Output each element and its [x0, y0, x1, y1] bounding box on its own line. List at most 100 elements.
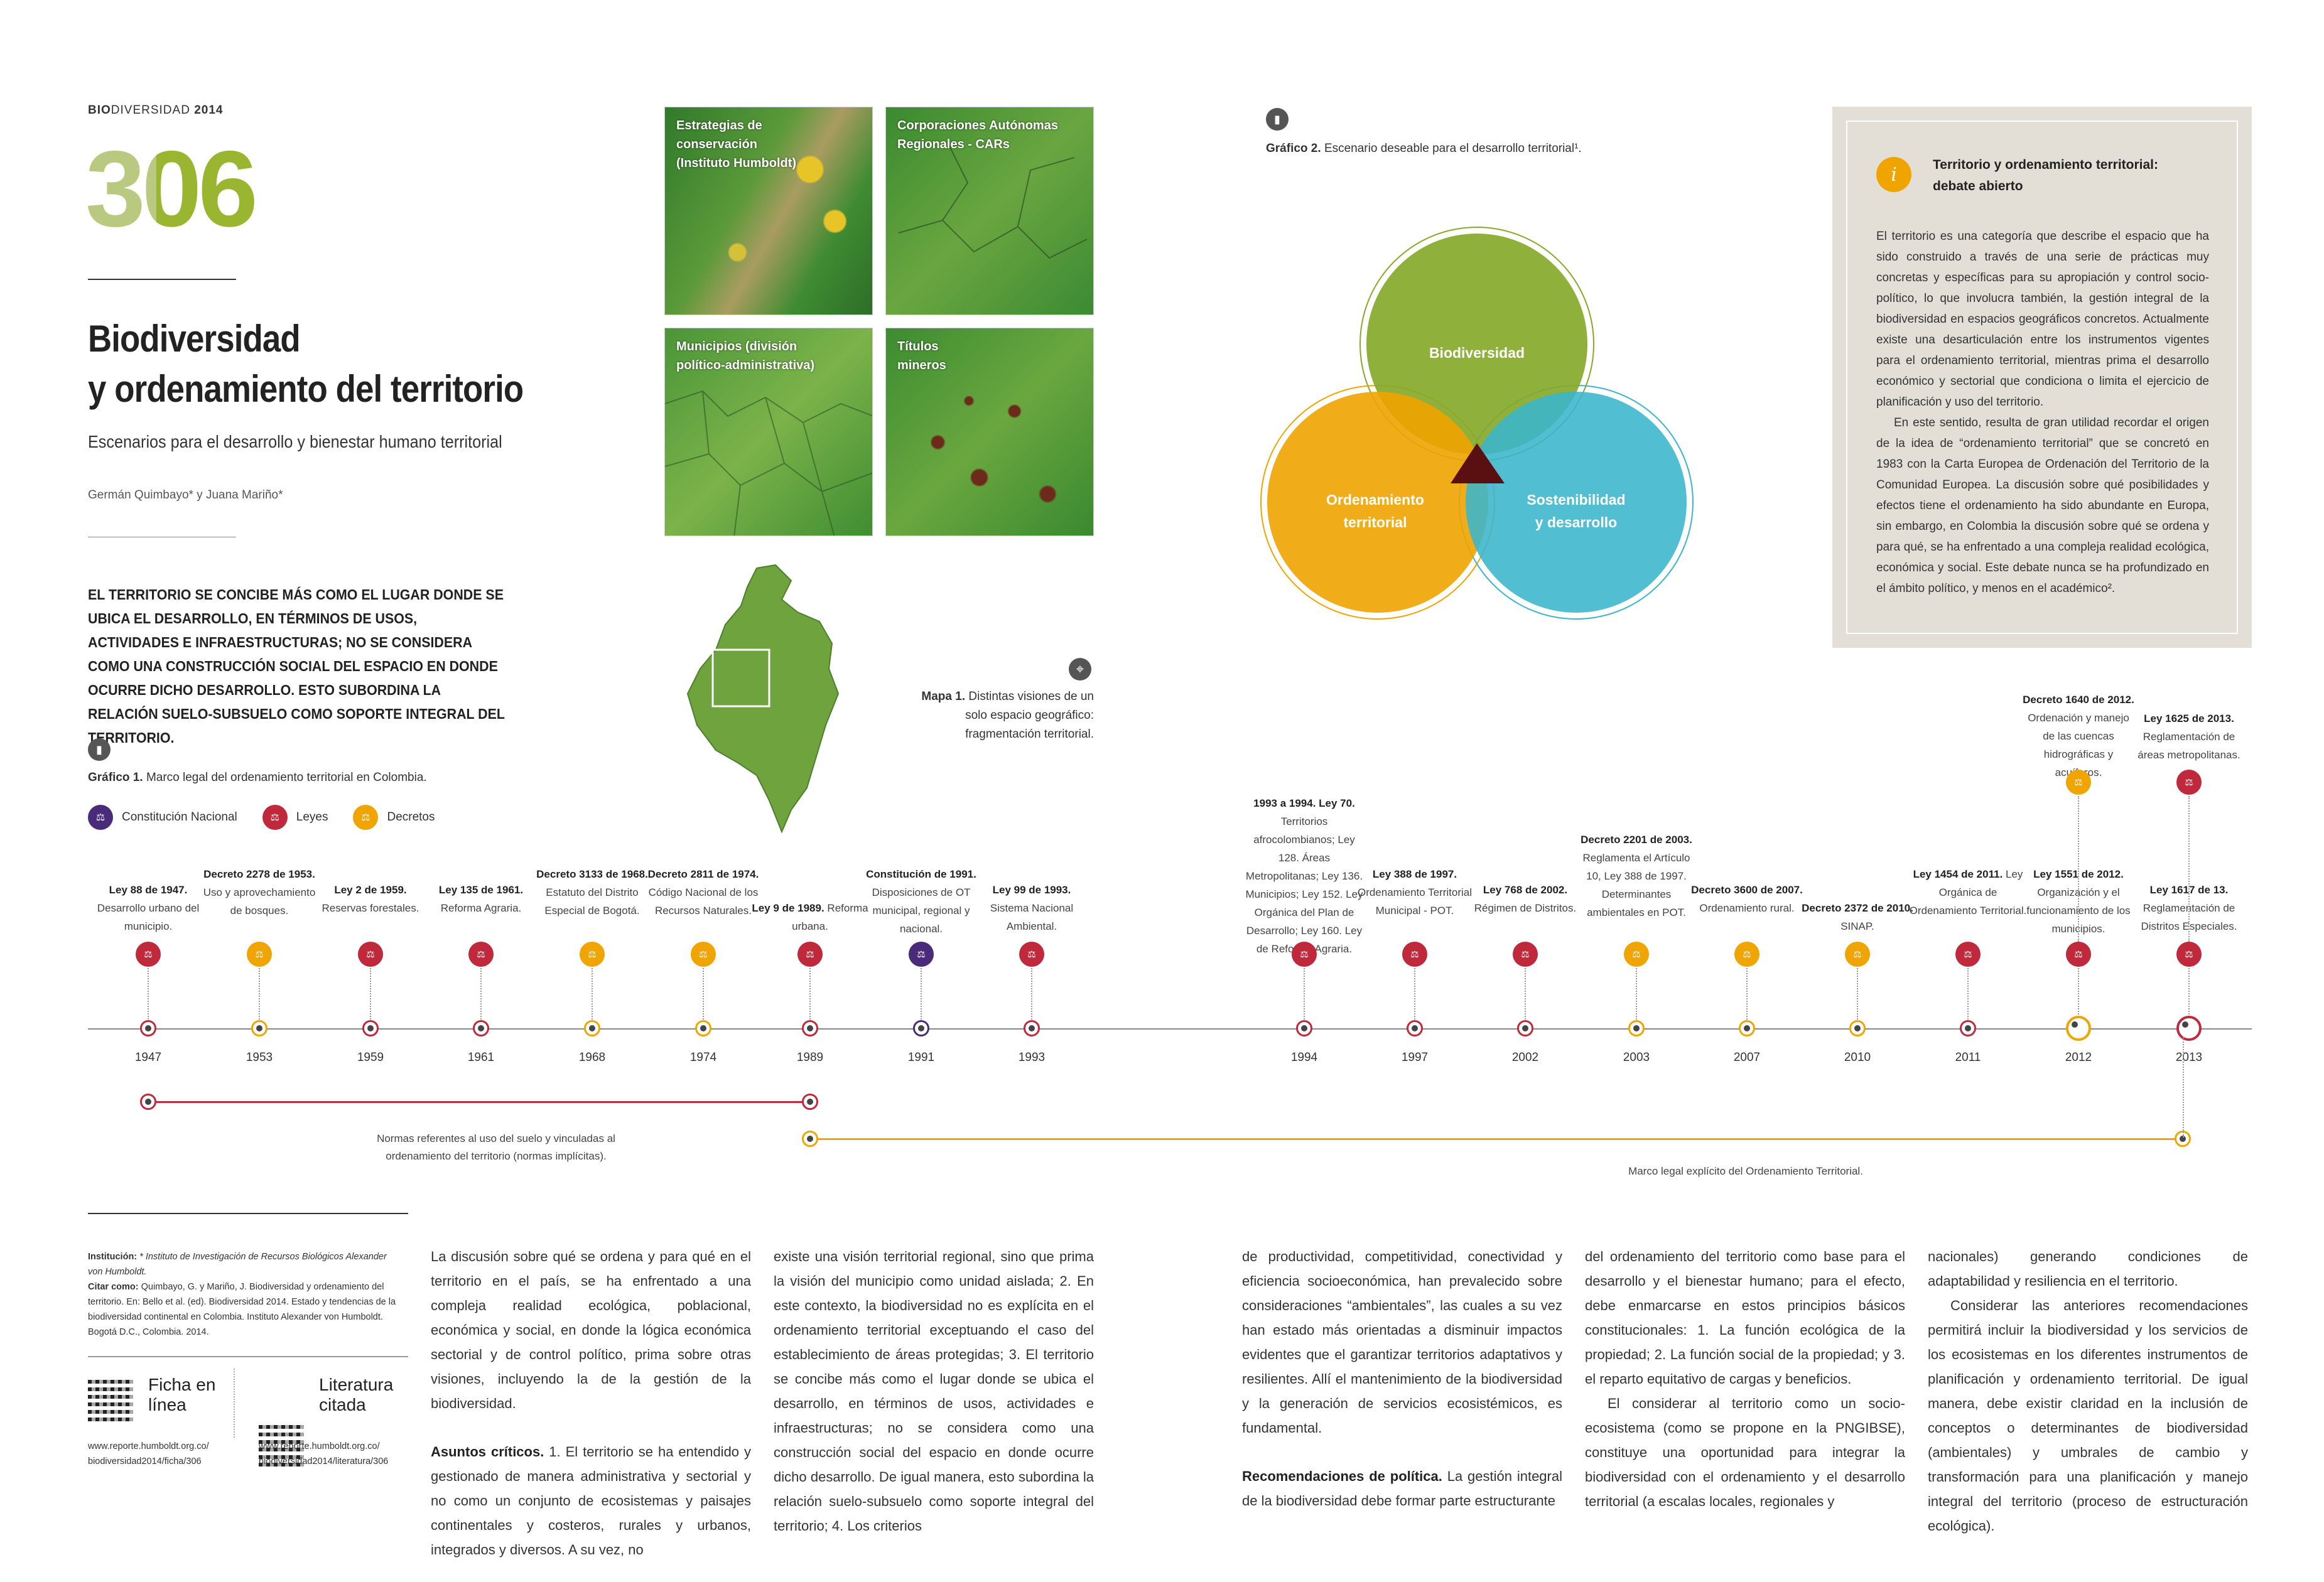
gavel-icon: ⚖	[358, 942, 383, 967]
qr-code[interactable]	[88, 1376, 133, 1421]
sidebox-body: El territorio es una categoría que descr…	[1876, 230, 2209, 595]
page-title: Biodiversidad y ordenamiento del territor…	[88, 318, 524, 410]
body-column-2: existe una visión territorial regional, …	[774, 1249, 1094, 1534]
ficha-label: Ficha en línea	[148, 1375, 216, 1414]
timeline-event-label: Ley 88 de 1947. Desarrollo urbano del mu…	[89, 881, 208, 935]
event-description: Reglamentación de áreas metropolitanas.	[2138, 731, 2240, 761]
gavel-icon: ⚖	[1955, 942, 1981, 967]
event-description: Ordenación y manejo de las cuencas hidro…	[2028, 712, 2129, 778]
event-title: Ley 388 de 1997.	[1372, 868, 1457, 880]
event-description: Ordenamiento Territorial Municipal - POT…	[1357, 886, 1473, 917]
timeline-year: 1968	[578, 1051, 606, 1064]
range-bar-explicit	[810, 1138, 2183, 1140]
timeline-node[interactable]	[584, 1020, 600, 1036]
ficha-url[interactable]: www.reporte.humboldt.org.co/ biodiversid…	[88, 1441, 209, 1466]
sidebox-frame	[1846, 121, 2238, 634]
event-title: Ley 1625 de 2013.	[2144, 713, 2234, 724]
info-icon: i	[1876, 157, 1911, 192]
connector-line	[1414, 968, 1415, 1020]
qr-code[interactable]	[259, 1421, 304, 1466]
gavel-icon: ⚖	[691, 942, 716, 967]
connector-line	[1857, 968, 1858, 1020]
event-description: SINAP.	[1840, 920, 1874, 932]
gavel-icon: ⚖	[262, 805, 288, 830]
gavel-icon: ⚖	[353, 805, 379, 830]
timeline-year: 2013	[2175, 1051, 2203, 1064]
event-description: Territorios afrocolombianos; Ley 128. Ár…	[1245, 815, 1363, 955]
page-number: 306	[85, 129, 258, 249]
event-description: Reglamenta el Artículo 10, Ley 388 de 19…	[1582, 852, 1690, 918]
timeline-node[interactable]	[1739, 1020, 1755, 1036]
event-title: Decreto 2811 de 1974.	[647, 868, 759, 880]
map-tile-conservation: Estrategias de conservación (Instituto H…	[664, 107, 873, 315]
timeline-node[interactable]	[1517, 1020, 1533, 1036]
divider	[88, 279, 236, 280]
map-tile-municipios: Municipios (división político-administra…	[664, 328, 873, 536]
timeline-node[interactable]	[1960, 1020, 1976, 1036]
timeline-event-label: Ley 768 de 2002. Régimen de Distritos.	[1466, 881, 1585, 917]
timeline-year: 1974	[689, 1051, 717, 1064]
event-title: Decreto 1640 de 2012.	[2023, 694, 2134, 706]
timeline-year: 2011	[1955, 1051, 1981, 1064]
map-focus-box	[711, 648, 770, 708]
event-description: Reservas forestales.	[322, 902, 419, 914]
body-column-5: nacionales) generando condiciones de ada…	[1928, 1249, 2248, 1534]
venn-diagram: Biodiversidad Ordenamiento territorial So…	[1260, 227, 1694, 620]
timeline-event-label: Decreto 1640 de 2012. Ordenación y manej…	[2022, 691, 2135, 782]
range-label-implicit: Normas referentes al uso del suelo y vin…	[377, 1133, 615, 1162]
timeline-node[interactable]	[251, 1020, 268, 1036]
timeline-node[interactable]	[1024, 1020, 1040, 1036]
colombia-map	[686, 564, 840, 834]
gavel-icon: ⚖	[1513, 942, 1538, 967]
connector-line	[809, 968, 811, 1020]
timeline-event-label: Decreto 2372 de 2010. SINAP.	[1798, 899, 1917, 935]
event-title: Ley 88 de 1947.	[109, 884, 188, 896]
citation: Institución: * Instituto de Investigació…	[88, 1252, 396, 1337]
timeline-node[interactable]	[1296, 1020, 1312, 1036]
event-description: Uso y aprovechamiento de bosques.	[203, 886, 316, 917]
timeline-year: 1953	[246, 1051, 273, 1064]
timeline-node[interactable]	[802, 1020, 818, 1036]
gavel-icon: ⚖	[1845, 942, 1870, 967]
event-title: Ley 99 de 1993.	[992, 884, 1071, 896]
timeline-node[interactable]	[1849, 1020, 1866, 1036]
event-title: Ley 2 de 1959.	[334, 884, 407, 896]
connector-line	[703, 968, 704, 1020]
timeline-node-outer	[2066, 1016, 2091, 1041]
bar-chart-icon: ▮	[1266, 108, 1289, 131]
timeline-node[interactable]	[140, 1020, 156, 1036]
connector-line	[480, 968, 482, 1020]
gavel-icon: ⚖	[1292, 942, 1317, 967]
timeline-node[interactable]	[913, 1020, 929, 1036]
event-description: Régimen de Distritos.	[1474, 902, 1577, 914]
event-description: Ordenamiento rural.	[1699, 902, 1795, 914]
bar-chart-icon: ▮	[88, 738, 111, 761]
timeline-event-label: Ley 388 de 1997. Ordenamiento Territoria…	[1355, 865, 1474, 920]
timeline-node[interactable]	[695, 1020, 711, 1036]
sidebox-title: Territorio y ordenamiento territorial: d…	[1933, 158, 2158, 193]
timeline-event-label: Decreto 3133 de 1968. Estatuto del Distr…	[532, 865, 652, 920]
timeline-event-label: Ley 1454 de 2011. Ley Orgánica de Ordena…	[1908, 865, 2028, 920]
timeline-node[interactable]	[362, 1020, 379, 1036]
timeline-node[interactable]	[1407, 1020, 1423, 1036]
event-description: Sistema Nacional Ambiental.	[990, 902, 1074, 932]
grafico1-caption: Gráfico 1. Marco legal del ordenamiento …	[88, 771, 427, 784]
gavel-icon: ⚖	[2066, 770, 2091, 795]
timeline-year: 1991	[907, 1051, 935, 1064]
timeline-node[interactable]	[473, 1020, 489, 1036]
gavel-icon: ⚖	[2176, 770, 2202, 795]
timeline-event-label: Ley 135 de 1961. Reforma Agraria.	[421, 881, 541, 917]
connector-line	[2188, 796, 2190, 942]
literatura-url[interactable]: www.reporte.humboldt.org.co/ biodiversid…	[259, 1441, 389, 1466]
connector-line	[592, 968, 593, 1020]
timeline-node[interactable]	[1628, 1020, 1645, 1036]
timeline-event-label: 1993 a 1994. Ley 70. Territorios afrocol…	[1245, 794, 1364, 958]
legend-item: ⚖ Leyes	[262, 805, 328, 830]
range-end-node	[802, 1094, 818, 1110]
timeline-year: 1947	[134, 1051, 162, 1064]
lead-paragraph: El territorio se concibe más como el lug…	[88, 586, 505, 746]
venn-circle-biodiversidad	[1366, 234, 1587, 455]
venn-center	[1451, 443, 1505, 483]
event-title: Constitución de 1991.	[866, 868, 976, 880]
timeline-year: 2003	[1623, 1051, 1650, 1064]
